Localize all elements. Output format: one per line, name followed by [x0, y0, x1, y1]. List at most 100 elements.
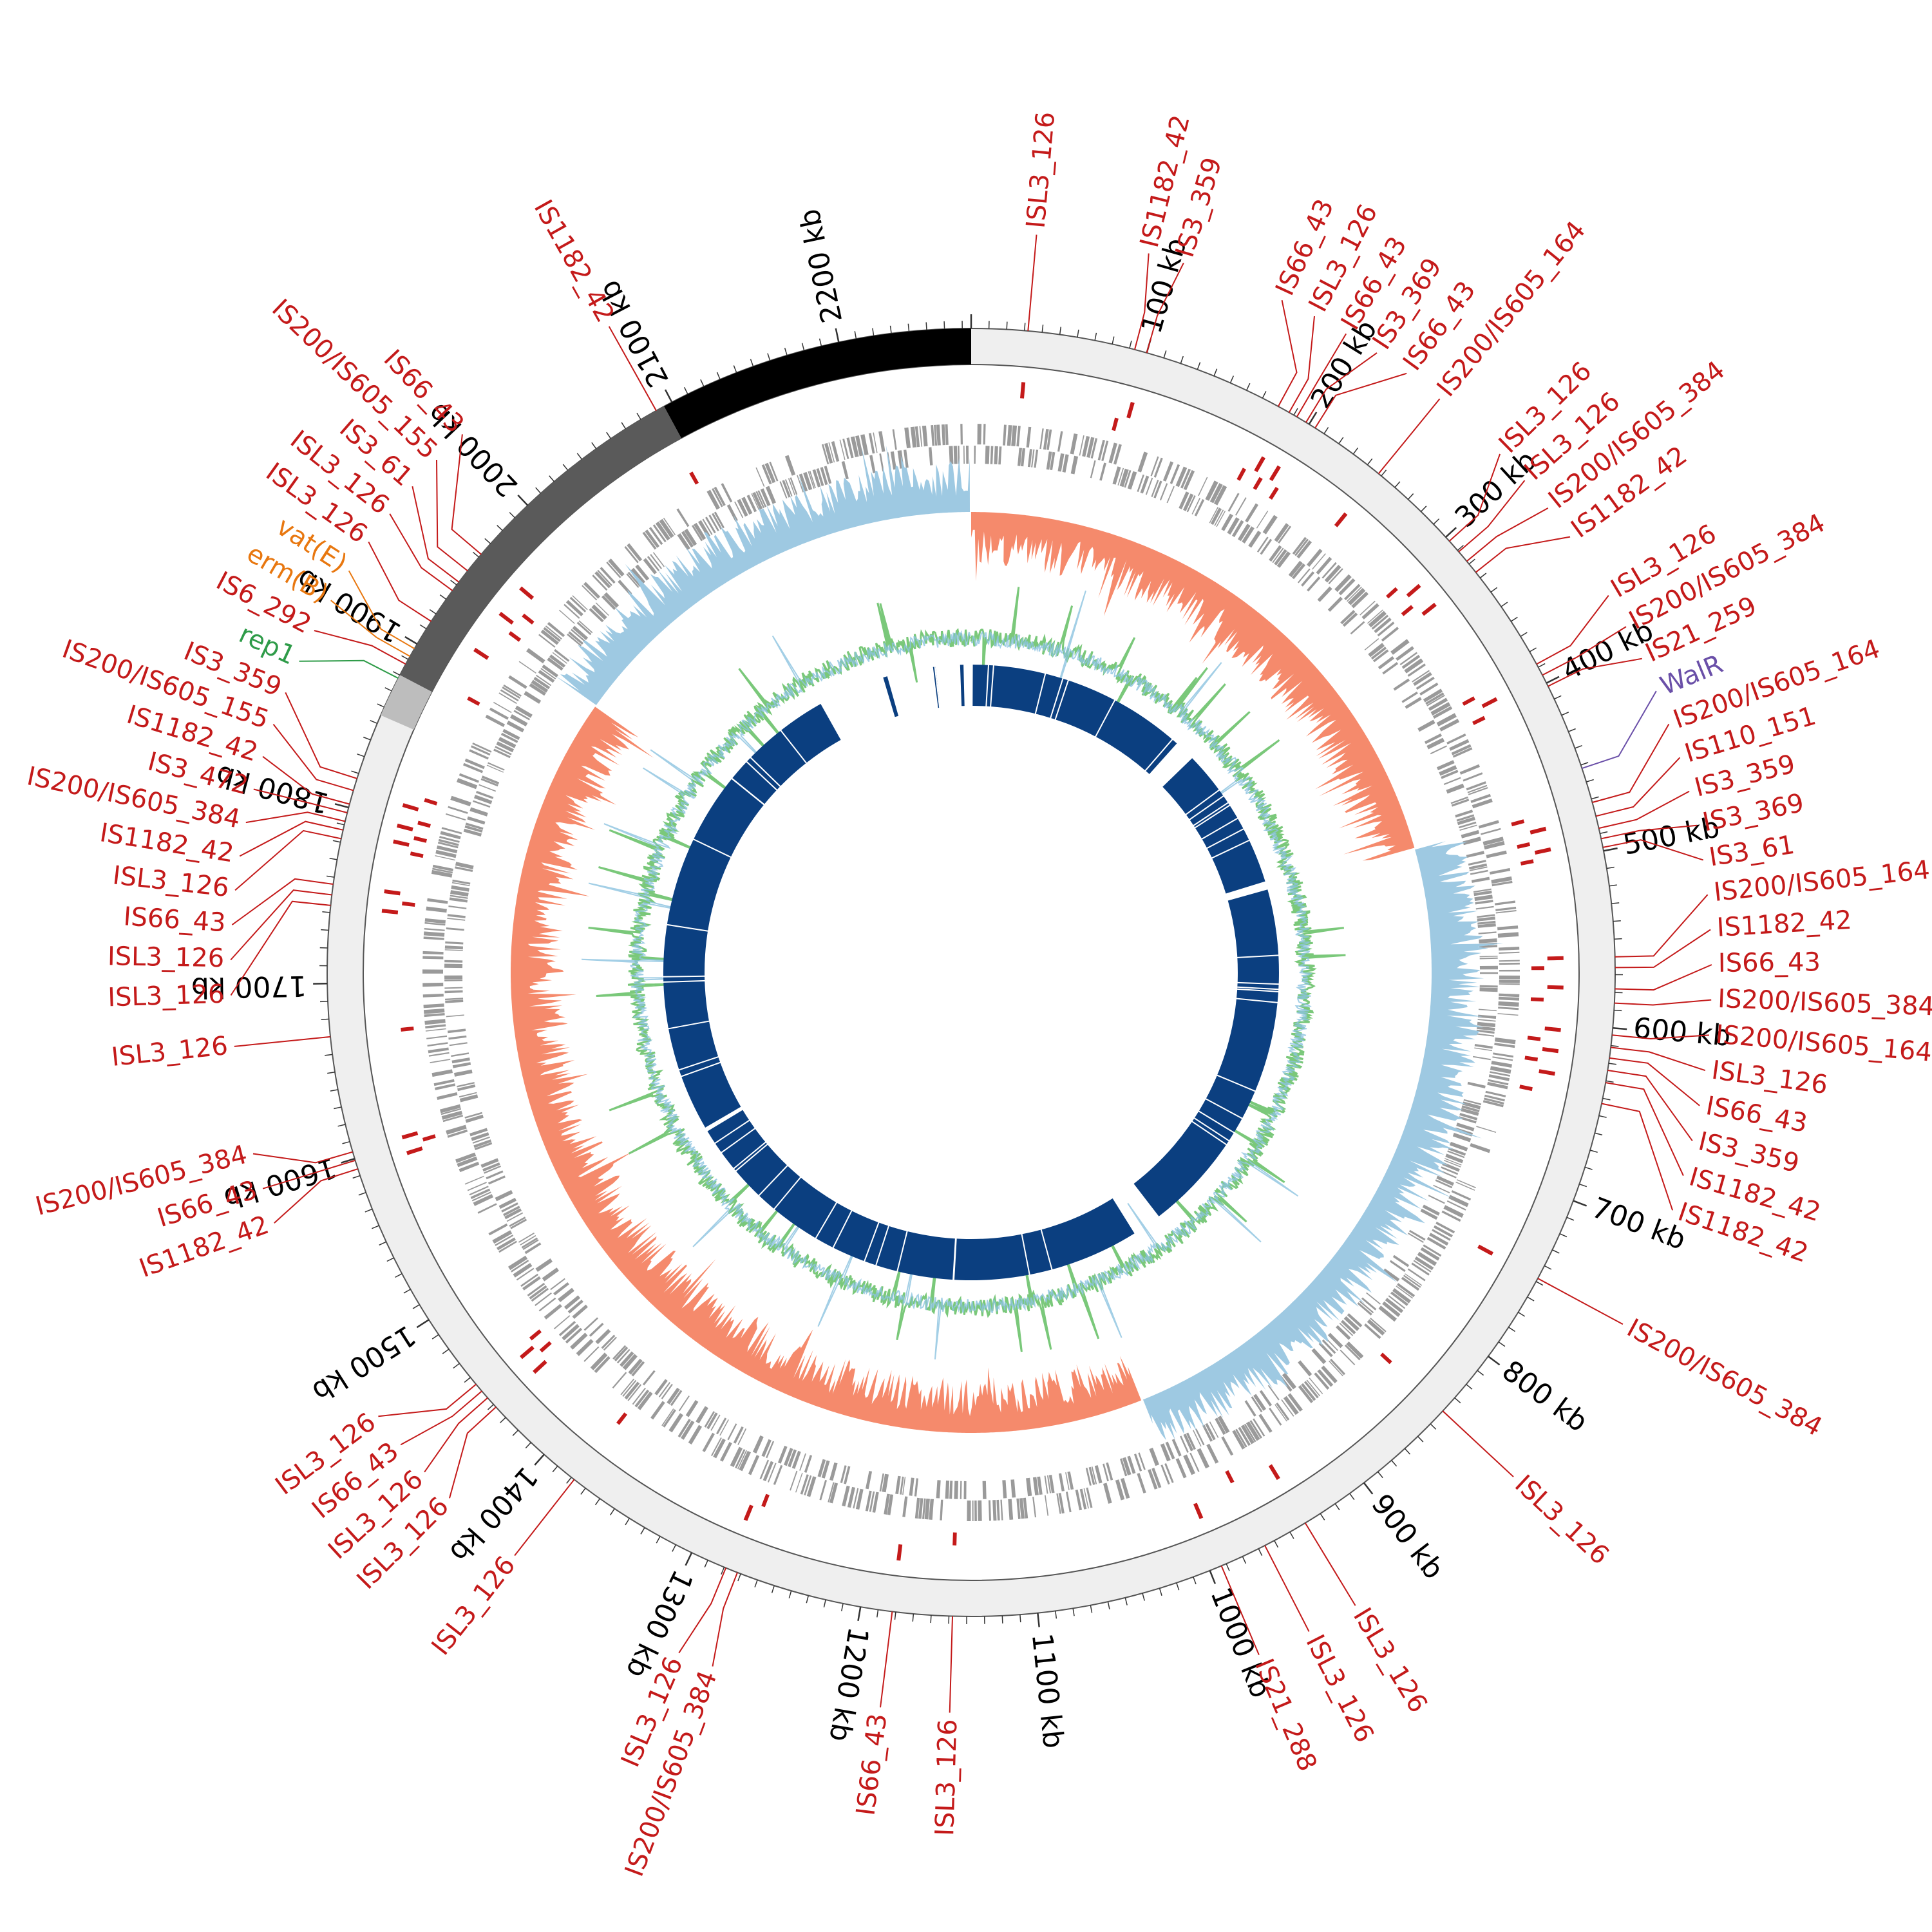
- minor-tick: [1606, 866, 1615, 869]
- major-tick: [1488, 1356, 1501, 1366]
- is-element-mark: [1547, 985, 1564, 990]
- is-element-mark: [413, 836, 427, 843]
- is-element-mark: [1126, 402, 1135, 419]
- minor-tick: [823, 1599, 826, 1608]
- minor-tick: [1454, 1397, 1461, 1404]
- annotation-leader-line: [1609, 1057, 1700, 1106]
- annotation-leader-line: [1304, 1522, 1356, 1606]
- is-element-mark: [1253, 477, 1263, 490]
- annotation-leader-line: [299, 659, 399, 679]
- major-tick: [1037, 1613, 1040, 1627]
- annotation-leader-line: [1542, 626, 1627, 676]
- annotation-leader-line: [330, 600, 411, 658]
- annotation-leader-line: [234, 1036, 331, 1047]
- minor-tick: [1579, 1183, 1587, 1188]
- annotation-label-is: ISL3_126: [108, 942, 225, 973]
- annotation-label-is: ISL3_126: [1021, 111, 1061, 230]
- core-block: [1162, 758, 1265, 894]
- annotation-leader-line: [1314, 372, 1407, 429]
- annotation-leader-line: [1448, 453, 1501, 542]
- minor-tick: [1468, 558, 1475, 565]
- annotation-leader-line: [1615, 894, 1709, 958]
- annotation-leader-line: [368, 541, 432, 622]
- scale-label: 1100 kb: [1025, 1632, 1070, 1750]
- is-element-mark: [1380, 1352, 1392, 1365]
- minor-tick: [1584, 1166, 1593, 1170]
- minor-tick: [840, 1603, 844, 1611]
- annotation-leader-line: [252, 1151, 353, 1164]
- annotation-leader-line: [389, 513, 453, 592]
- core-blocks-layer: [661, 663, 1280, 1282]
- annotation-leader-line: [1220, 1566, 1260, 1655]
- annotation-leader-line: [1615, 929, 1711, 969]
- minor-tick: [412, 1304, 420, 1309]
- is-element-mark: [424, 798, 438, 806]
- gc-content-peaks: [582, 591, 1312, 1359]
- annotation-leader-line: [1611, 1046, 1706, 1072]
- major-tick: [1613, 1027, 1627, 1030]
- minor-tick: [1226, 1563, 1230, 1571]
- minor-tick: [1566, 1217, 1575, 1221]
- annotation-leader-line: [1134, 253, 1150, 350]
- minor-tick: [352, 1175, 361, 1179]
- annotation-leader-line: [1598, 790, 1690, 829]
- minor-tick: [562, 464, 569, 471]
- contig-segment-black: [664, 328, 971, 439]
- annotation-leader-line: [1458, 480, 1526, 553]
- minor-tick: [1245, 383, 1251, 391]
- is-element-mark: [529, 1329, 542, 1341]
- is-element-mark: [1530, 997, 1544, 1002]
- minor-tick: [801, 343, 805, 351]
- minor-tick: [704, 1560, 708, 1567]
- minor-tick: [1589, 1150, 1598, 1153]
- minor-tick: [358, 1191, 366, 1196]
- minor-tick: [372, 1225, 379, 1229]
- minor-tick: [788, 1590, 792, 1598]
- major-tick: [1546, 676, 1560, 684]
- minor-tick: [625, 1518, 630, 1526]
- annotation-leader-line: [1537, 1278, 1624, 1325]
- core-block: [1133, 889, 1279, 1217]
- minor-tick: [1575, 744, 1582, 749]
- minor-tick: [1320, 1513, 1325, 1520]
- is-element-mark: [896, 1544, 903, 1561]
- minor-tick: [1197, 362, 1201, 370]
- minor-tick: [497, 525, 503, 531]
- annotation-leader-line: [712, 1572, 738, 1667]
- minor-tick: [591, 442, 597, 450]
- minor-tick: [329, 858, 337, 860]
- minor-tick: [512, 1430, 519, 1436]
- is-element-mark: [467, 696, 480, 706]
- minor-tick: [450, 580, 457, 585]
- is-element-mark: [1544, 1027, 1561, 1032]
- minor-tick: [733, 365, 737, 373]
- minor-tick: [1538, 663, 1546, 668]
- minor-tick: [806, 1595, 810, 1604]
- is-element-mark: [1477, 1244, 1493, 1256]
- is-element-mark: [1421, 603, 1437, 616]
- is-element-mark: [401, 1131, 419, 1140]
- annotation-leader-line: [234, 829, 342, 891]
- minor-tick: [321, 929, 329, 931]
- is-element-mark: [393, 839, 410, 847]
- minor-tick: [1258, 1548, 1263, 1556]
- is-element-mark: [508, 631, 522, 642]
- minor-tick: [1527, 1296, 1535, 1302]
- core-block: [960, 665, 965, 706]
- minor-tick: [1163, 350, 1167, 359]
- annotation-label-is: IS1182_42: [1716, 905, 1853, 943]
- is-element-mark: [1547, 956, 1564, 961]
- annotation-label-is: ISL3_126: [930, 1719, 963, 1837]
- is-element-mark: [1225, 1470, 1235, 1484]
- minor-tick: [1466, 1383, 1473, 1390]
- annotation-leader-line: [1614, 999, 1712, 1006]
- annotation-leader-line: [451, 434, 482, 555]
- minor-tick: [925, 322, 927, 330]
- is-element-mark: [1481, 697, 1498, 708]
- is-element-mark: [1112, 417, 1119, 431]
- minor-tick: [332, 840, 341, 843]
- minor-tick: [1229, 375, 1235, 383]
- minor-tick: [1094, 332, 1097, 341]
- annotation-leader-line: [239, 820, 344, 857]
- major-tick: [857, 1606, 862, 1622]
